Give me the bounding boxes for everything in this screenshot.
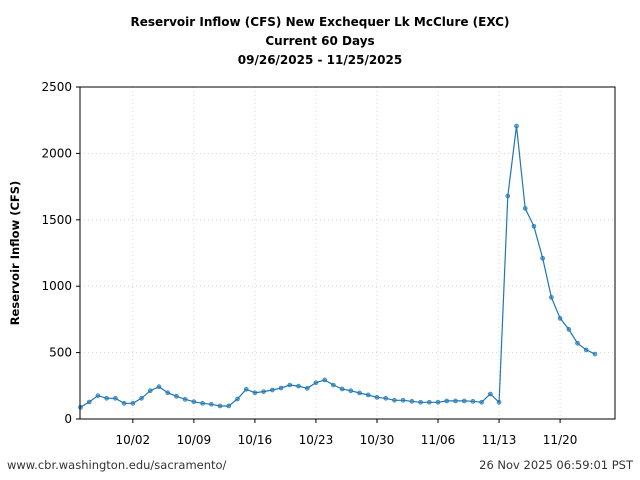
data-point-markers (78, 123, 598, 410)
y-tick-label: 1500 (41, 213, 72, 227)
data-point (191, 399, 197, 405)
data-point (165, 390, 170, 396)
data-point (139, 395, 144, 401)
x-tick-label: 11/20 (543, 433, 578, 447)
data-point (304, 386, 310, 391)
data-point (121, 401, 127, 406)
data-point (383, 395, 389, 401)
data-point (130, 401, 136, 406)
x-tick-label: 10/23 (299, 433, 334, 447)
chart-title-line2: Current 60 Days (265, 34, 375, 48)
data-point (365, 392, 371, 398)
data-point (296, 383, 301, 389)
x-tick-label: 10/09 (177, 433, 212, 447)
data-point (339, 386, 345, 392)
data-point (540, 256, 545, 261)
data-point (209, 401, 214, 407)
data-point (217, 403, 223, 409)
data-point (583, 347, 589, 353)
data-point (392, 397, 397, 403)
y-tick-label: 1000 (41, 279, 72, 293)
data-point (426, 399, 432, 405)
data-point (331, 382, 336, 388)
data-point (252, 390, 258, 396)
data-point (113, 395, 118, 401)
data-point (261, 389, 266, 394)
series-line (80, 125, 596, 408)
grid-lines (80, 87, 615, 419)
data-point (409, 399, 415, 404)
data-point (182, 397, 188, 402)
source-url-link[interactable]: www.cbr.washington.edu/sacramento/ (7, 458, 227, 472)
data-point (461, 398, 467, 404)
data-point (270, 387, 275, 393)
plot-frame (79, 86, 616, 420)
data-point (235, 396, 240, 402)
data-point (557, 316, 563, 321)
data-point (86, 399, 92, 405)
data-point (313, 380, 319, 386)
data-point (453, 398, 458, 404)
data-point (566, 327, 572, 332)
y-tick-label: 500 (49, 346, 72, 360)
data-point (95, 393, 101, 398)
data-point (200, 401, 205, 406)
data-point (479, 399, 484, 405)
data-point (531, 224, 537, 229)
generated-timestamp: 26 Nov 2025 06:59:01 PST (479, 458, 633, 472)
data-point (278, 385, 284, 391)
data-point (549, 295, 554, 300)
data-point (522, 206, 528, 211)
chart-title-line1: Reservoir Inflow (CFS) New Exchequer Lk … (130, 15, 510, 29)
data-point (470, 399, 476, 404)
data-point (357, 390, 362, 396)
data-point (174, 393, 179, 399)
x-tick-label: 10/30 (360, 433, 395, 447)
y-tick-label: 2500 (41, 80, 72, 94)
data-point (104, 395, 109, 401)
data-point (226, 403, 232, 409)
y-axis-label: Reservoir Inflow (CFS) (8, 181, 22, 326)
data-point (514, 123, 519, 129)
data-point (488, 391, 493, 397)
data-point (147, 388, 153, 394)
data-point (348, 388, 354, 394)
chart-title-line3: 09/26/2025 - 11/25/2025 (237, 53, 403, 67)
data-point (496, 399, 502, 405)
data-point (575, 341, 580, 346)
data-point (322, 377, 327, 383)
x-tick-label: 11/13 (482, 433, 517, 447)
data-point (287, 382, 293, 388)
data-point (444, 398, 450, 404)
x-tick-label: 10/02 (116, 433, 151, 447)
y-tick-label: 0 (64, 412, 72, 426)
x-axis: 10/02 10/09 10/16 10/23 10/30 11/06 11/13 11/20 (116, 419, 578, 447)
x-tick-label: 10/16 (238, 433, 273, 447)
data-point (156, 384, 162, 390)
data-point (243, 386, 249, 392)
data-point (592, 351, 598, 357)
data-point (418, 399, 423, 405)
x-tick-label: 11/06 (421, 433, 456, 447)
data-point (400, 397, 406, 403)
data-point (435, 399, 441, 405)
y-axis: 0 500 1000 1500 2000 2500 (41, 80, 80, 426)
data-point (374, 395, 380, 400)
y-tick-label: 2000 (41, 146, 72, 160)
data-point (505, 193, 511, 199)
